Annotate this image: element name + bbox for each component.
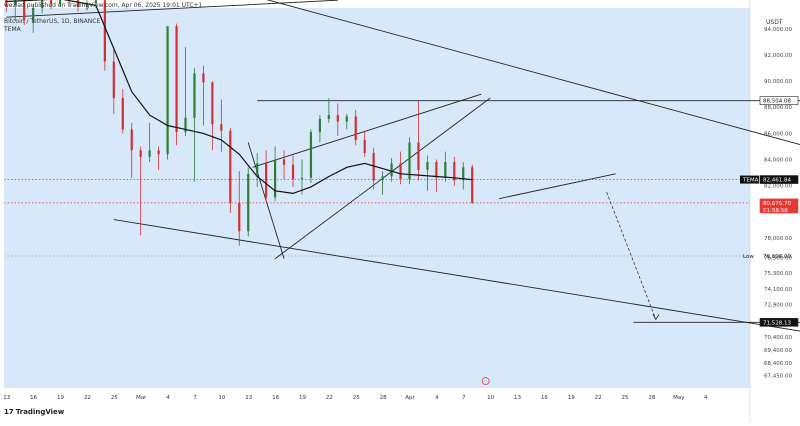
x-tick-label: 19 xyxy=(299,395,306,401)
candle-body[interactable] xyxy=(274,159,276,197)
y-tick-label: 74,100.00 xyxy=(764,287,792,293)
y-tick-label: 90,000.00 xyxy=(764,79,792,85)
candle-body[interactable] xyxy=(328,115,330,119)
candle-body[interactable] xyxy=(122,98,124,129)
x-tick-label: Mar xyxy=(136,395,147,401)
y-tick-label: 68,400.00 xyxy=(764,361,792,367)
y-tick-label: 92,000.00 xyxy=(764,53,792,59)
candle-body[interactable] xyxy=(435,162,437,178)
candle-body[interactable] xyxy=(175,26,177,132)
candle-body[interactable] xyxy=(247,174,249,231)
candle-body[interactable] xyxy=(211,82,213,124)
x-tick-label: 10 xyxy=(487,395,494,401)
candle-body[interactable] xyxy=(158,150,160,154)
candle-body[interactable] xyxy=(355,116,357,140)
x-tick-label: 19 xyxy=(57,395,64,401)
y-tick-label: 86,000.00 xyxy=(764,131,792,137)
y-tick-label: 84,000.00 xyxy=(764,157,792,163)
y-tick-label: 70,400.00 xyxy=(764,335,792,341)
price-label-value: 88,504.08 xyxy=(763,99,791,105)
plot-background xyxy=(4,8,750,388)
x-tick-label: 16 xyxy=(541,395,548,401)
y-tick-label: 75,300.00 xyxy=(764,271,792,277)
x-tick-label: 4 xyxy=(435,395,439,401)
candle-body[interactable] xyxy=(104,0,106,61)
price-label-value: 82,461.84 xyxy=(763,178,791,184)
y-tick-label: 72,900.00 xyxy=(764,302,792,308)
price-label-value: 01:58:58 xyxy=(763,208,788,214)
candle-body[interactable] xyxy=(310,132,312,178)
candle-body[interactable] xyxy=(408,143,410,180)
price-label-tag: TEMA xyxy=(742,178,759,184)
x-tick-label: 13 xyxy=(245,395,252,401)
candle-body[interactable] xyxy=(193,73,195,117)
x-tick-label: 25 xyxy=(111,395,118,401)
x-tick-label: Apr xyxy=(405,395,415,401)
publish-info: wezlad published on TradingView.com, Apr… xyxy=(4,2,202,9)
y-tick-label: 94,000.00 xyxy=(764,27,792,33)
x-tick-label: May xyxy=(673,395,685,401)
y-tick-label: 82,000.00 xyxy=(764,184,792,190)
candle-body[interactable] xyxy=(364,140,366,153)
candle-body[interactable] xyxy=(202,73,204,82)
candle-body[interactable] xyxy=(390,163,392,176)
candle-body[interactable] xyxy=(292,165,294,179)
candle-body[interactable] xyxy=(471,167,473,202)
candle-body[interactable] xyxy=(238,203,240,232)
candle-body[interactable] xyxy=(166,26,168,154)
x-tick-label: 13 xyxy=(3,395,10,401)
x-tick-label: 25 xyxy=(622,395,629,401)
x-tick-label: 22 xyxy=(595,395,602,401)
candle-body[interactable] xyxy=(256,163,258,173)
x-tick-label: 7 xyxy=(193,395,197,401)
candle-body[interactable] xyxy=(444,162,446,178)
candle-body[interactable] xyxy=(113,62,115,99)
candle-body[interactable] xyxy=(417,143,419,170)
x-tick-label: 25 xyxy=(353,395,360,401)
y-tick-label: 67,450.00 xyxy=(764,374,792,380)
x-tick-label: 10 xyxy=(218,395,225,401)
x-tick-label: 4 xyxy=(166,395,170,401)
x-tick-label: 16 xyxy=(30,395,37,401)
y-tick-label: 78,000.00 xyxy=(764,236,792,242)
candle-body[interactable] xyxy=(319,119,321,132)
candle-body[interactable] xyxy=(283,159,285,164)
price-label-value: 76,606.00 xyxy=(763,254,791,260)
y-tick-label: 69,400.00 xyxy=(764,348,792,354)
candle-body[interactable] xyxy=(382,176,384,180)
candle-body[interactable] xyxy=(265,163,267,197)
price-label-tag: Low xyxy=(743,254,754,260)
candle-body[interactable] xyxy=(301,178,303,179)
x-tick-label: 13 xyxy=(514,395,521,401)
candle-body[interactable] xyxy=(131,129,133,150)
candle-body[interactable] xyxy=(426,162,428,170)
candle-body[interactable] xyxy=(149,150,151,157)
x-tick-label: 16 xyxy=(272,395,279,401)
candle-body[interactable] xyxy=(346,116,348,121)
x-tick-label: 28 xyxy=(380,395,387,401)
x-tick-label: 22 xyxy=(326,395,333,401)
x-tick-label: 28 xyxy=(648,395,655,401)
candle-body[interactable] xyxy=(229,131,231,203)
indicator-name: TEMA xyxy=(4,26,21,33)
candle-body[interactable] xyxy=(220,124,222,131)
x-tick-label: 22 xyxy=(84,395,91,401)
price-label-value: 80,675.70 xyxy=(763,201,791,207)
price-label-value: 71,528.13 xyxy=(763,320,791,326)
candle-body[interactable] xyxy=(399,163,401,179)
symbol-title: Bitcoin / TetherUS, 1D, BINANCE xyxy=(4,18,100,25)
x-tick-label: 4 xyxy=(704,395,708,401)
y-tick-label: 88,000.00 xyxy=(764,105,792,111)
x-tick-label: 7 xyxy=(462,395,466,401)
x-tick-label: 19 xyxy=(568,395,575,401)
currency-label: USDT xyxy=(766,19,783,26)
tradingview-icon: 17 xyxy=(4,408,14,416)
candle-body[interactable] xyxy=(337,115,339,122)
candle-body[interactable] xyxy=(140,150,142,157)
